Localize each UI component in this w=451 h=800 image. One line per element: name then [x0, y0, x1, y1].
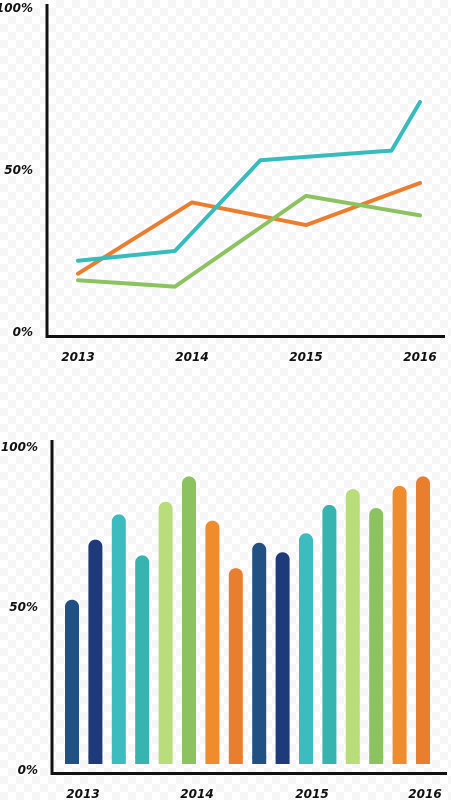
line-series-layer	[76, 100, 422, 289]
bar-base	[88, 756, 103, 764]
bar-base	[416, 756, 430, 764]
bar-base	[252, 756, 267, 764]
x-tick-labels: 2013 2014 2015 2016	[61, 350, 436, 364]
bar-base	[111, 756, 126, 764]
y-tick-label: 100%	[0, 1, 33, 15]
line-series-3	[76, 193, 422, 289]
bar-base	[392, 756, 407, 764]
bar-base	[65, 756, 79, 764]
bar	[345, 489, 360, 764]
bar-base	[369, 756, 384, 764]
x-tick-label: 2016	[408, 787, 441, 800]
bar	[158, 501, 173, 764]
line-series-1	[76, 181, 422, 276]
bar	[88, 539, 103, 764]
bar	[205, 520, 220, 764]
bar	[228, 568, 243, 764]
bar	[111, 514, 126, 764]
bar-base	[299, 756, 313, 764]
x-tick-labels: 2013 2014 2015 2016	[66, 787, 441, 800]
x-tick-label: 2013	[61, 350, 94, 364]
x-tick-label: 2015	[289, 350, 322, 364]
bar	[299, 533, 313, 764]
bar-base	[205, 756, 220, 764]
bar-base	[345, 756, 360, 764]
bar	[322, 504, 337, 764]
bar	[369, 508, 384, 764]
bar-base	[322, 756, 337, 764]
x-tick-label: 2014	[180, 787, 213, 800]
bar-base	[135, 756, 150, 764]
bar	[135, 555, 150, 764]
bar	[65, 599, 79, 764]
line-series-2	[76, 100, 422, 263]
y-tick-label: 50%	[9, 600, 38, 614]
x-tick-label: 2013	[66, 787, 99, 800]
bar	[252, 542, 267, 764]
bar-base	[228, 756, 243, 764]
bar-layer	[65, 476, 430, 764]
x-tick-label: 2015	[295, 787, 328, 800]
bar-base	[158, 756, 173, 764]
y-tick-label: 50%	[4, 163, 33, 177]
y-tick-label: 100%	[1, 440, 38, 454]
bar	[392, 485, 407, 764]
y-tick-label: 0%	[18, 763, 38, 777]
bar	[182, 476, 196, 764]
x-tick-label: 2014	[175, 350, 208, 364]
y-tick-labels: 0% 50% 100%	[0, 1, 33, 339]
bar	[275, 552, 290, 764]
x-tick-label: 2016	[403, 350, 436, 364]
bar-base	[182, 756, 196, 764]
bar	[416, 476, 430, 764]
y-tick-labels: 0% 50% 100%	[1, 440, 38, 777]
line-chart: 0% 50% 100% 2013 2014 2015 2016	[0, 1, 445, 364]
bar-chart: 0% 50% 100% 2013 2014 2015 2016	[1, 440, 447, 800]
bar-base	[275, 756, 290, 764]
y-tick-label: 0%	[13, 325, 33, 339]
